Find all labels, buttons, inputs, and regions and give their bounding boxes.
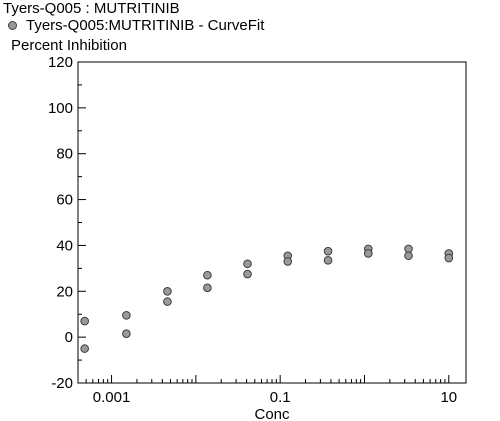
legend-marker-icon [8, 21, 17, 30]
data-points [80, 244, 454, 353]
data-point [444, 253, 454, 263]
data-point [203, 270, 212, 280]
y-tick-label: 120 [48, 54, 73, 71]
plot-frame [77, 61, 467, 384]
data-point [323, 256, 333, 265]
data-point [80, 316, 89, 326]
data-point [364, 249, 373, 258]
legend-label: Tyers-Q005:MUTRITINIB - CurveFit [26, 17, 265, 34]
y-tick-label: -20 [51, 375, 73, 392]
data-point [243, 259, 252, 269]
x-axis-label: Conc [254, 406, 290, 421]
data-point [122, 311, 131, 320]
data-point [80, 344, 89, 353]
legend: Tyers-Q005:MUTRITINIB - CurveFit [8, 17, 264, 34]
y-tick-label: 40 [56, 237, 73, 254]
x-tick-label: 10 [440, 389, 457, 406]
x-axis: 0.001 0.1 10 [77, 375, 457, 406]
data-point [243, 269, 252, 279]
x-tick-label: 0.001 [93, 389, 131, 406]
data-point [122, 329, 131, 339]
data-point [163, 286, 172, 296]
data-point [404, 251, 413, 261]
chart-title: Tyers-Q005 : MUTRITINIB [3, 0, 180, 17]
data-point [283, 257, 293, 266]
y-tick-label: 80 [56, 146, 73, 163]
data-point [203, 283, 212, 293]
data-point [163, 297, 172, 306]
y-axis-label: Percent Inhibition [11, 37, 127, 54]
data-point [323, 246, 333, 256]
x-tick-label: 0.1 [270, 389, 291, 406]
y-axis: -20 0 20 40 60 80 100 120 [48, 54, 86, 392]
y-tick-label: 100 [48, 100, 73, 117]
y-tick-label: 0 [65, 329, 73, 346]
y-tick-label: 60 [56, 192, 73, 209]
y-tick-label: 20 [56, 283, 73, 300]
